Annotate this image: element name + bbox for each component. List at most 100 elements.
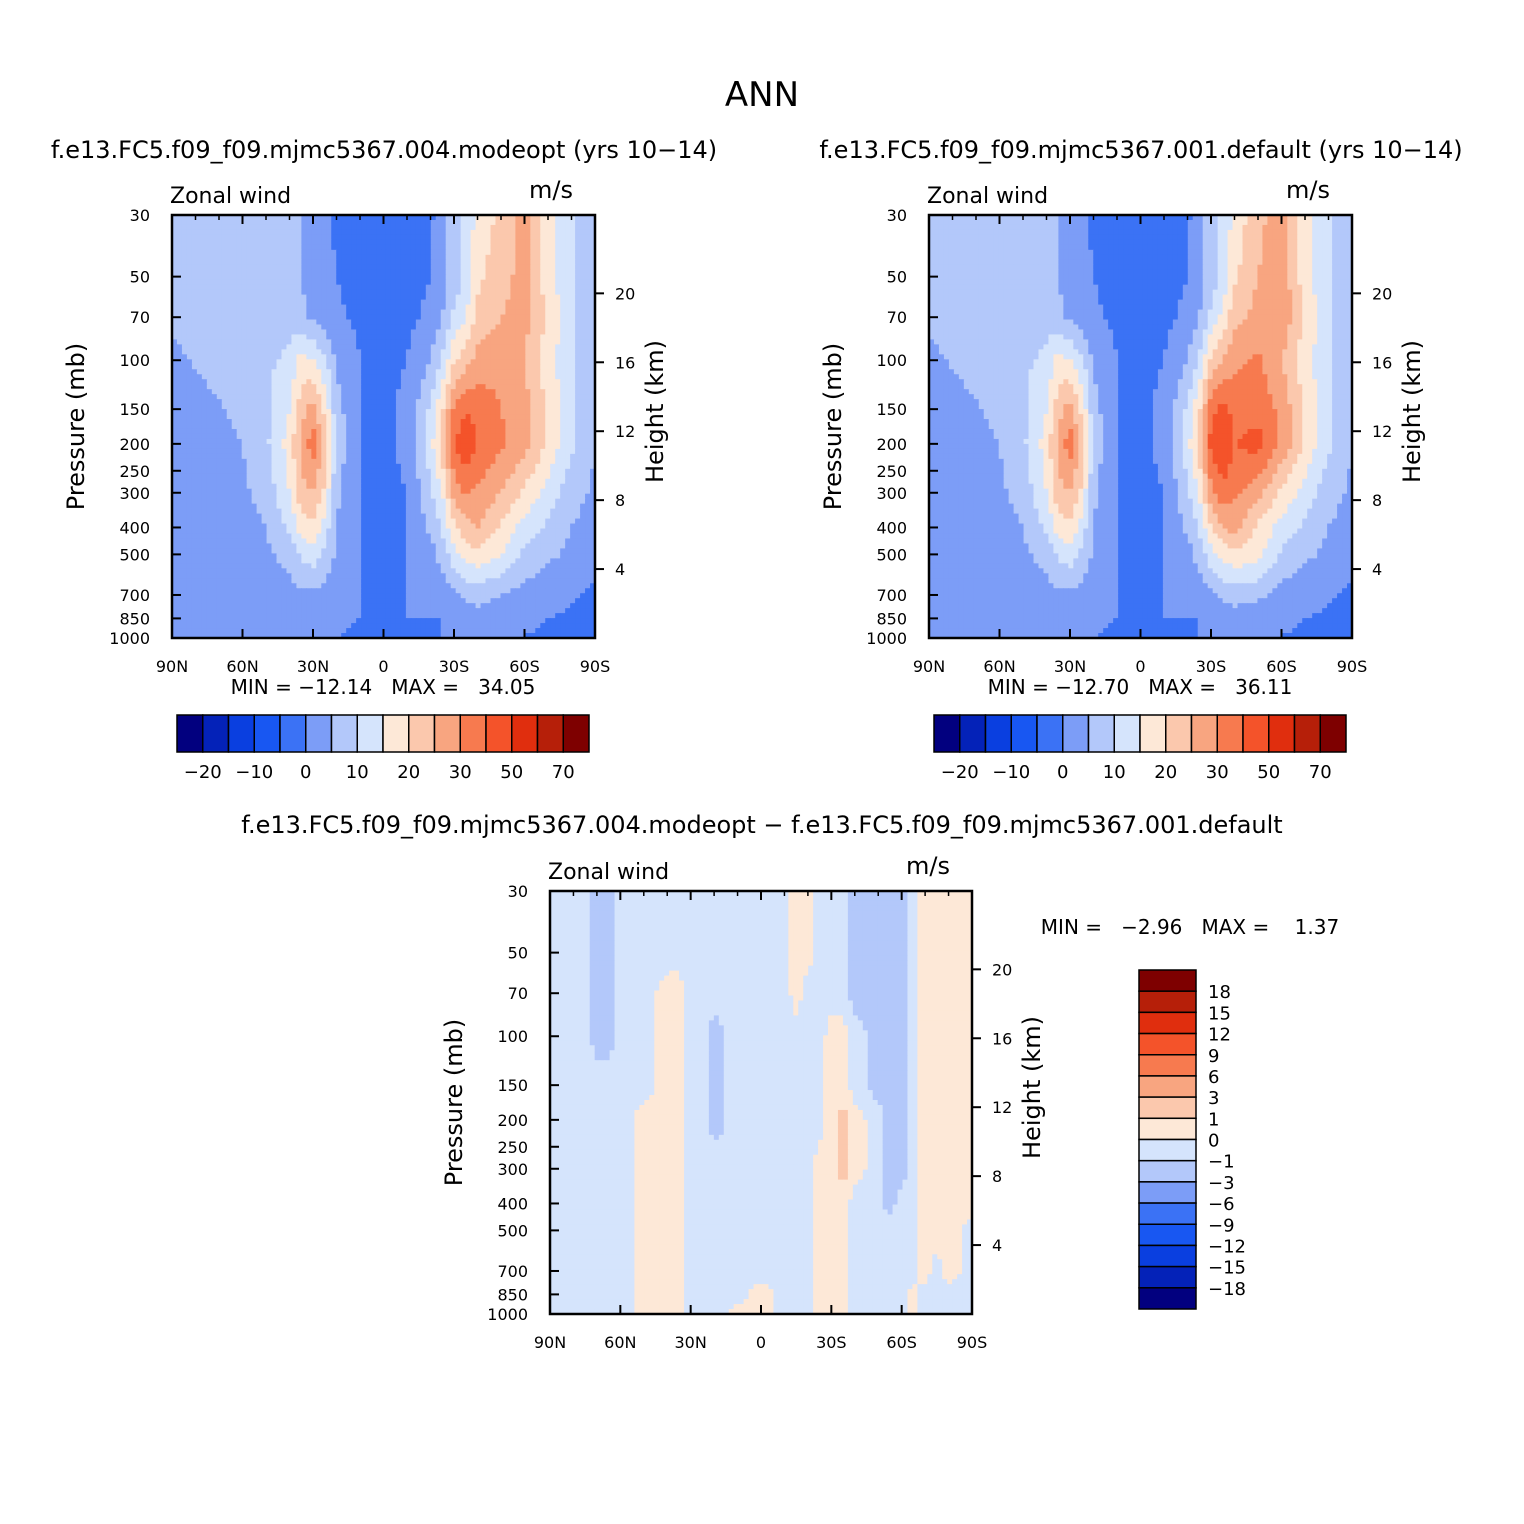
field-cell xyxy=(341,354,347,360)
field-cell xyxy=(545,285,551,291)
field-cell xyxy=(346,419,352,425)
field-cell xyxy=(192,344,198,350)
field-cell xyxy=(321,499,327,505)
field-cell xyxy=(476,240,482,246)
field-cell xyxy=(356,364,362,370)
field-cell xyxy=(401,310,407,316)
field-cell xyxy=(306,459,312,465)
field-cell xyxy=(222,329,228,335)
field-cell xyxy=(401,339,407,345)
field-cell xyxy=(316,285,322,291)
field-cell xyxy=(346,439,352,445)
field-cell xyxy=(316,399,322,405)
field-cell xyxy=(456,235,462,241)
field-cell xyxy=(286,290,292,296)
field-cell xyxy=(356,389,362,395)
field-cell xyxy=(391,305,397,311)
field-cell xyxy=(296,270,302,276)
field-cell xyxy=(371,250,377,256)
field-cell xyxy=(466,489,472,495)
field-cell xyxy=(401,324,407,330)
field-cell xyxy=(242,489,248,495)
field-cell xyxy=(361,354,367,360)
field-cell xyxy=(197,399,203,405)
field-cell xyxy=(262,369,268,375)
field-cell xyxy=(396,359,402,365)
field-cell xyxy=(247,324,253,330)
field-cell xyxy=(456,369,462,375)
field-cell xyxy=(267,320,273,326)
field-cell xyxy=(421,364,427,370)
field-cell xyxy=(515,349,521,355)
field-cell xyxy=(321,295,327,301)
field-cell xyxy=(361,295,367,301)
field-cell xyxy=(476,339,482,345)
field-cell xyxy=(535,339,541,345)
field-cell xyxy=(182,270,188,276)
field-cell xyxy=(371,504,377,510)
field-cell xyxy=(326,504,332,510)
field-cell xyxy=(515,444,521,450)
field-cell xyxy=(471,354,477,360)
field-cell xyxy=(341,320,347,326)
field-cell xyxy=(277,235,283,241)
field-cell xyxy=(515,275,521,281)
field-cell xyxy=(187,270,193,276)
field-cell xyxy=(476,459,482,465)
field-cell xyxy=(346,240,352,246)
field-cell xyxy=(321,384,327,390)
field-cell xyxy=(530,300,536,306)
field-cell xyxy=(227,459,233,465)
field-cell xyxy=(217,280,223,286)
field-cell xyxy=(182,389,188,395)
field-cell xyxy=(411,230,417,236)
field-cell xyxy=(192,494,198,500)
field-cell xyxy=(311,499,317,505)
field-cell xyxy=(311,374,317,380)
field-cell xyxy=(525,419,531,425)
field-cell xyxy=(237,419,243,425)
field-cell xyxy=(381,469,387,475)
field-cell xyxy=(560,240,566,246)
field-cell xyxy=(376,374,382,380)
field-cell xyxy=(346,285,352,291)
field-cell xyxy=(525,225,531,231)
field-cell xyxy=(321,459,327,465)
field-cell xyxy=(495,414,501,420)
field-cell xyxy=(321,419,327,425)
field-cell xyxy=(575,310,581,316)
field-cell xyxy=(401,464,407,470)
field-cell xyxy=(411,394,417,400)
field-cell xyxy=(391,235,397,241)
field-cell xyxy=(431,270,437,276)
field-cell xyxy=(481,240,487,246)
field-cell xyxy=(252,409,258,415)
field-cell xyxy=(242,444,248,450)
field-cell xyxy=(331,349,337,355)
field-cell xyxy=(486,354,492,360)
field-cell xyxy=(426,434,432,440)
field-cell xyxy=(326,459,332,465)
field-cell xyxy=(495,484,501,490)
field-cell xyxy=(570,285,576,291)
field-cell xyxy=(515,404,521,410)
field-cell xyxy=(391,324,397,330)
field-cell xyxy=(376,379,382,385)
field-cell xyxy=(466,374,472,380)
field-cell xyxy=(281,419,287,425)
field-cell xyxy=(381,344,387,350)
field-cell xyxy=(386,389,392,395)
field-cell xyxy=(346,329,352,335)
field-cell xyxy=(296,369,302,375)
field-cell xyxy=(510,334,516,340)
field-cell xyxy=(237,354,243,360)
field-cell xyxy=(326,295,332,301)
field-cell xyxy=(530,399,536,405)
field-cell xyxy=(545,379,551,385)
field-cell xyxy=(411,265,417,271)
field-cell xyxy=(431,295,437,301)
field-cell xyxy=(401,260,407,266)
field-cell xyxy=(461,225,467,231)
field-cell xyxy=(510,324,516,330)
field-cell xyxy=(401,479,407,485)
